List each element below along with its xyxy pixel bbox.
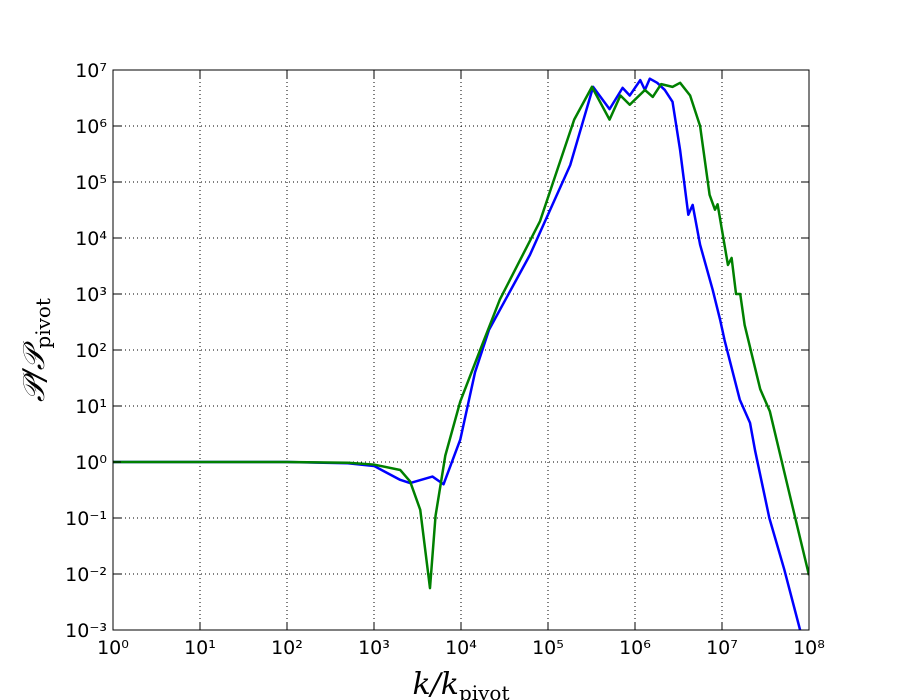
y-tick-label: 10⁷ — [75, 60, 107, 82]
y-tick-label: 10⁻² — [65, 564, 107, 586]
y-tick-label: 10⁰ — [75, 452, 107, 474]
y-tick-label: 10⁻³ — [65, 620, 107, 642]
y-tick-label: 10² — [75, 340, 107, 362]
x-tick-label: 10² — [271, 637, 303, 659]
x-tick-label: 10³ — [358, 637, 390, 659]
x-tick-label: 10¹ — [184, 637, 216, 659]
x-tick-label: 10⁵ — [532, 637, 564, 659]
x-axis-label: k/kpivot — [412, 667, 509, 700]
y-tick-label: 10⁶ — [75, 116, 107, 138]
series-line — [113, 77, 802, 630]
x-tick-label: 10⁷ — [706, 637, 738, 659]
x-tick-label: 10⁶ — [619, 637, 651, 659]
x-tick-label: 10⁰ — [97, 637, 129, 659]
x-tick-label: 10⁸ — [793, 637, 825, 659]
y-axis-label: 𝒫/𝒫pivot — [17, 298, 55, 402]
x-tick-label: 10⁴ — [445, 637, 477, 659]
y-tick-label: 10¹ — [75, 396, 107, 418]
y-tick-label: 10⁵ — [75, 172, 107, 194]
y-tick-label: 10⁴ — [75, 228, 107, 250]
series-line — [113, 81, 809, 590]
y-tick-label: 10³ — [75, 284, 107, 306]
y-tick-label: 10⁻¹ — [65, 508, 107, 530]
